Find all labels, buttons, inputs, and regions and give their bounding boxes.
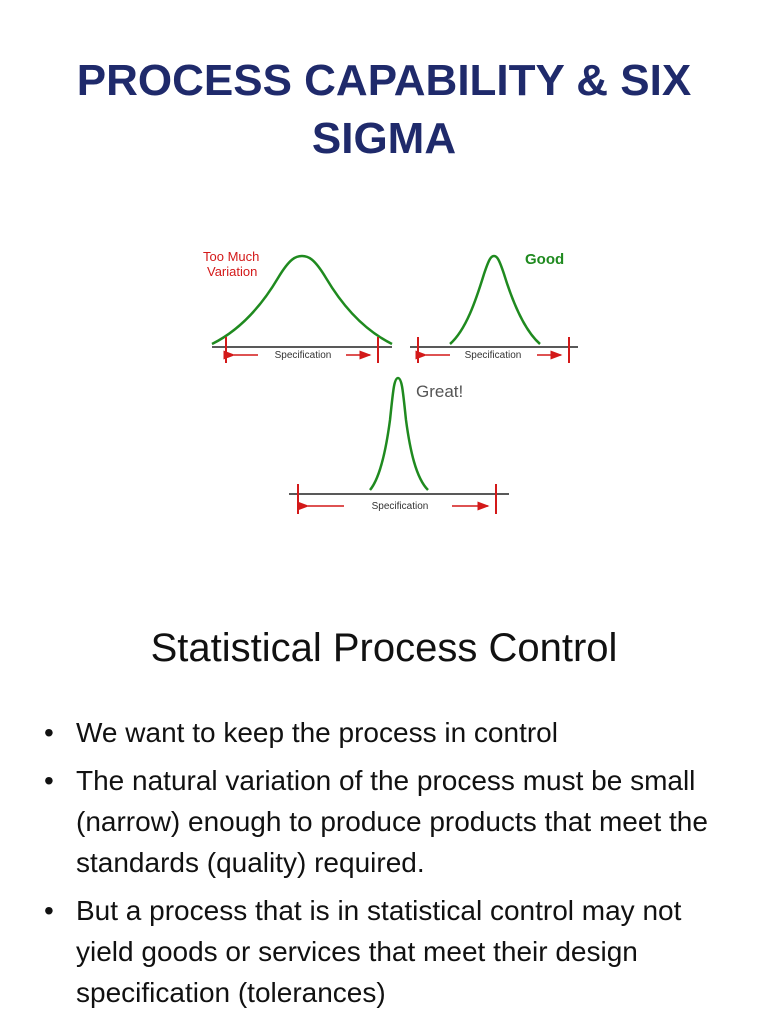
panel-good: Good Specification xyxy=(410,251,578,363)
narrow-bell-curve xyxy=(369,376,429,491)
spec-variation-figure: Too Much Variation Specification Good Sp… xyxy=(0,230,768,530)
bullet-item: • The natural variation of the process m… xyxy=(40,760,730,883)
panel-great: Great! Specification xyxy=(289,376,509,514)
bullet-list: • We want to keep the process in control… xyxy=(40,712,730,1020)
bullet-item: • We want to keep the process in control xyxy=(40,712,730,753)
bullet-text: The natural variation of the process mus… xyxy=(76,765,708,878)
bullet-item: • But a process that is in statistical c… xyxy=(40,890,730,1013)
panel-3-spec-label: Specification xyxy=(372,501,429,512)
slide-title-line-1: PROCESS CAPABILITY & SIX xyxy=(76,56,692,105)
bullet-text: We want to keep the process in control xyxy=(76,717,558,748)
section-heading: Statistical Process Control xyxy=(150,626,618,670)
bullet-dot: • xyxy=(44,765,54,796)
panel-3-label: Great! xyxy=(416,382,463,401)
spec-variation-diagram: Too Much Variation Specification Good Sp… xyxy=(203,249,578,514)
bullet-dot: • xyxy=(44,717,54,748)
bullet-dot: • xyxy=(44,895,54,926)
bullet-text: But a process that is in statistical con… xyxy=(76,895,682,1008)
panel-1-label-line-2: Variation xyxy=(207,264,257,279)
slide-title: PROCESS CAPABILITY & SIX SIGMA xyxy=(60,52,708,168)
panel-too-much-variation: Too Much Variation Specification xyxy=(203,249,393,363)
panel-2-label: Good xyxy=(525,251,564,268)
panel-1-label-line-1: Too Much xyxy=(203,249,259,264)
slide-title-line-2: SIGMA xyxy=(311,114,457,163)
medium-bell-curve xyxy=(449,254,541,345)
panel-1-spec-label: Specification xyxy=(275,350,332,361)
panel-2-spec-label: Specification xyxy=(465,350,522,361)
wide-bell-curve xyxy=(211,254,393,346)
